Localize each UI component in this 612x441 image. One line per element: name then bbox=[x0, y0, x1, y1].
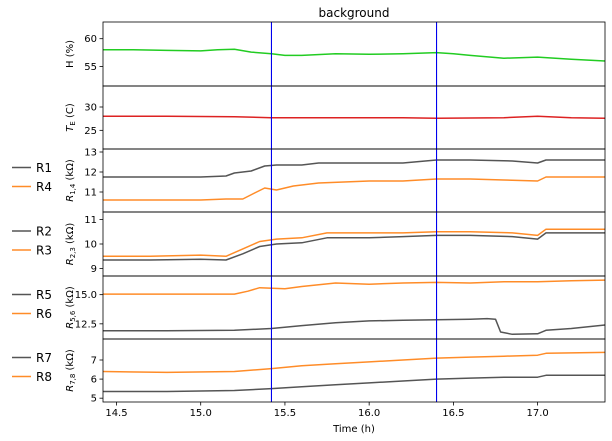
legend-label-r8: R8 bbox=[36, 370, 52, 384]
series-line-r14-r4 bbox=[103, 176, 605, 201]
panel-r78: 5 6 7 R7,8 (kΩ) R7 R8 bbox=[12, 338, 606, 405]
panel-r56: 12.5 15.0R5,6 (kΩ) R5 R6 bbox=[12, 275, 606, 340]
y-axis-label-r78: R7,8 (kΩ) bbox=[65, 349, 77, 392]
x-tick-label: 15.5 bbox=[274, 408, 296, 419]
y-tick-label: 30 bbox=[84, 103, 97, 114]
y-tick-label: 15.0 bbox=[75, 290, 97, 301]
panel-temperature: 25 30 TE (C) bbox=[65, 85, 606, 150]
panel-frame bbox=[102, 275, 606, 340]
panel-frame bbox=[102, 211, 606, 277]
series-line-temperature-0 bbox=[103, 115, 605, 119]
y-tick-label: 7 bbox=[91, 356, 97, 367]
series-line-r56-r6 bbox=[103, 279, 605, 295]
legend-label-r2: R2 bbox=[36, 225, 52, 239]
y-axis-label-r23: R2,3 (kΩ) bbox=[65, 223, 77, 266]
y-tick-label: 11 bbox=[84, 215, 97, 226]
panel-humidity: 55 60 H (%) bbox=[65, 21, 606, 87]
series-line-r23-r3 bbox=[103, 228, 605, 258]
y-axis-label-humidity: H (%) bbox=[65, 40, 76, 68]
legend-label-r7: R7 bbox=[36, 351, 52, 365]
series-line-r78-r7 bbox=[103, 374, 605, 393]
legend-label-r4: R4 bbox=[36, 180, 52, 194]
series-line-r56-r5 bbox=[103, 317, 605, 336]
y-axis-label-temperature: TE (C) bbox=[65, 103, 77, 132]
x-tick-label: 16.0 bbox=[358, 408, 380, 419]
y-axis-label-r14: R1,4 (kΩ) bbox=[65, 159, 77, 202]
y-tick-label: 6 bbox=[91, 375, 97, 386]
x-tick-label: 15.0 bbox=[190, 408, 212, 419]
x-tick-label: 14.5 bbox=[105, 408, 127, 419]
x-tick-label: 16.5 bbox=[442, 408, 464, 419]
y-tick-label: 11 bbox=[84, 188, 97, 199]
y-tick-label: 13 bbox=[84, 148, 97, 159]
series-line-r14-r1 bbox=[103, 159, 605, 178]
y-tick-label: 12.5 bbox=[75, 319, 97, 330]
y-axis-label-r56: R5,6 (kΩ) bbox=[65, 286, 77, 329]
legend-label-r5: R5 bbox=[36, 288, 52, 302]
y-tick-label: 12 bbox=[84, 168, 97, 179]
panel-frame bbox=[102, 338, 606, 403]
x-tick-label: 17.0 bbox=[526, 408, 548, 419]
panel-r14: 11 12 13 R1,4 (kΩ) R1 R4 bbox=[12, 148, 606, 213]
panel-r23: 9 10 11 R2,3 (kΩ) R2 R3 bbox=[12, 211, 606, 277]
y-tick-label: 60 bbox=[84, 34, 97, 45]
series-line-r78-r8 bbox=[103, 351, 605, 374]
y-tick-label: 5 bbox=[91, 394, 97, 405]
y-tick-label: 55 bbox=[84, 62, 97, 73]
y-tick-label: 10 bbox=[84, 240, 97, 251]
legend-label-r1: R1 bbox=[36, 161, 52, 175]
chart-title: background bbox=[319, 6, 390, 20]
series-line-r23-r2 bbox=[103, 232, 605, 261]
legend-label-r6: R6 bbox=[36, 307, 52, 321]
x-axis-label: Time (h) bbox=[332, 424, 375, 435]
y-tick-label: 9 bbox=[91, 264, 97, 275]
y-tick-label: 25 bbox=[84, 126, 97, 137]
series-line-humidity-0 bbox=[103, 48, 605, 62]
legend-label-r3: R3 bbox=[36, 244, 52, 258]
